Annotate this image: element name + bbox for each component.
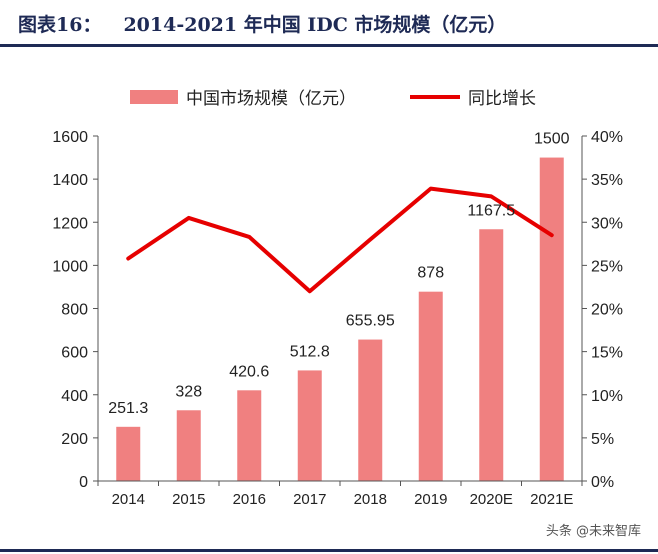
left-tick-label: 1200 — [52, 215, 88, 232]
legend-label-bar: 中国市场规模（亿元） — [186, 89, 356, 109]
bar-data-labels: 251.3 328 420.6 512.8 655.95 878 1167.5 1500 — [108, 131, 569, 417]
data-label-2018: 655.95 — [346, 313, 395, 330]
x-tick-label: 2021E — [530, 491, 573, 508]
x-tick-label: 2019 — [414, 491, 447, 508]
bar-2015 — [176, 410, 201, 481]
growth-point-2021E — [551, 234, 553, 236]
x-tick-label: 2018 — [354, 491, 387, 508]
legend-swatch-bar — [130, 90, 178, 104]
data-label-2017: 512.8 — [290, 343, 330, 360]
figure-title: 图表16： 2014-2021 年中国 IDC 市场规模（亿元） — [18, 10, 506, 37]
data-label-2016: 420.6 — [229, 363, 269, 380]
bar-series — [116, 157, 564, 481]
data-label-2015: 328 — [175, 383, 202, 400]
line-series — [126, 186, 554, 294]
right-tick-label: 10% — [591, 388, 623, 405]
growth-point-2017 — [309, 290, 311, 292]
left-tick-label: 1000 — [52, 258, 88, 275]
bar-2021E — [539, 157, 564, 481]
left-y-axis: 0 200 400 600 800 1000 1200 1400 1600 — [52, 129, 99, 491]
growth-point-2019 — [430, 188, 432, 190]
data-label-2020E: 1167.5 — [467, 202, 515, 219]
right-tick-label: 40% — [591, 129, 623, 146]
x-tick-label: 2017 — [293, 491, 326, 508]
growth-point-2020E — [490, 195, 492, 197]
figure-title-text: 2014-2021 年中国 IDC 市场规模（亿元） — [123, 14, 507, 36]
x-tick-label: 2015 — [172, 491, 205, 508]
x-tick-label: 2020E — [470, 491, 513, 508]
bar-2014 — [116, 426, 141, 481]
legend-label-line: 同比增长 — [468, 89, 536, 109]
bar-2019 — [418, 291, 443, 481]
left-tick-label: 1400 — [52, 172, 88, 189]
data-label-2014: 251.3 — [108, 400, 148, 417]
bar-2020E — [479, 229, 504, 481]
right-tick-label: 20% — [591, 302, 623, 319]
x-axis: 2014 2015 2016 2017 2018 2019 2020E 2021E — [97, 480, 583, 508]
right-tick-label: 25% — [591, 258, 623, 275]
bar-2018 — [358, 339, 383, 481]
left-tick-label: 600 — [61, 345, 88, 362]
growth-point-2015 — [188, 217, 190, 219]
bottom-rule — [0, 549, 658, 552]
right-tick-label: 35% — [591, 172, 623, 189]
bar-2017 — [297, 370, 322, 481]
legend: 中国市场规模（亿元） 同比增长 — [130, 89, 536, 109]
data-label-2019: 878 — [417, 265, 444, 282]
right-tick-label: 5% — [591, 431, 614, 448]
title-rule — [0, 44, 658, 47]
right-tick-label: 0% — [591, 474, 614, 491]
growth-point-2018 — [369, 239, 371, 240]
right-tick-label: 30% — [591, 215, 623, 232]
x-tick-label: 2016 — [233, 491, 266, 508]
growth-line — [126, 186, 554, 294]
watermark: 头条 @未来智库 — [542, 520, 644, 539]
left-tick-label: 200 — [61, 431, 88, 448]
x-tick-label: 2014 — [112, 491, 145, 508]
left-tick-label: 0 — [79, 474, 88, 491]
figure-label: 图表16： — [18, 14, 102, 36]
left-tick-label: 400 — [61, 388, 88, 405]
growth-point-2016 — [248, 236, 250, 238]
growth-point-2014 — [127, 257, 129, 259]
left-tick-label: 1600 — [52, 129, 88, 146]
data-label-2021E: 1500 — [534, 131, 570, 148]
right-y-axis: 0% 5% 10% 15% 20% 25% 30% 35% 40% — [581, 129, 623, 491]
right-tick-label: 15% — [591, 345, 623, 362]
bar-2016 — [237, 390, 262, 481]
left-tick-label: 800 — [61, 302, 88, 319]
